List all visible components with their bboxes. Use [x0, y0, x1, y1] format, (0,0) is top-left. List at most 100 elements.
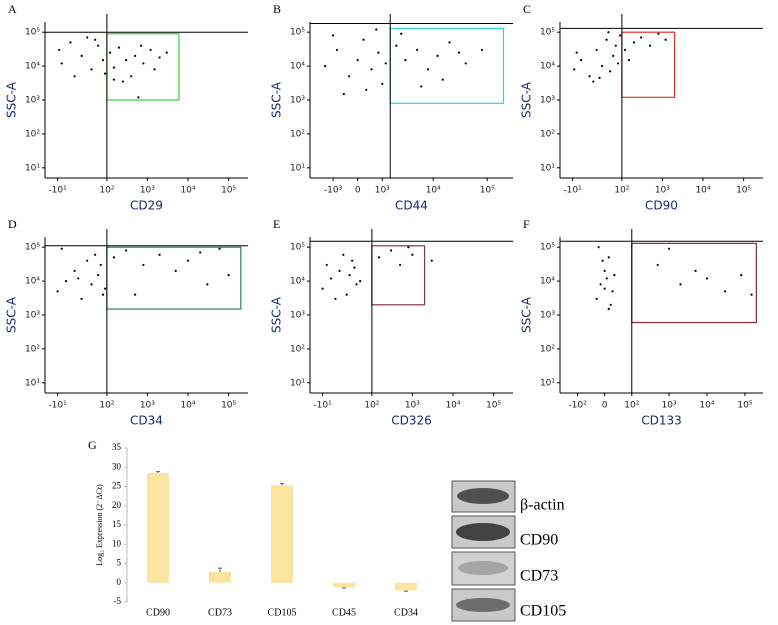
- blot-band: [457, 488, 509, 504]
- event-dot: [121, 80, 125, 83]
- event-dot: [618, 34, 622, 37]
- y-tick-label: 10⁵: [25, 243, 40, 253]
- event-dot: [345, 293, 348, 296]
- blot-label: β-actin: [520, 497, 565, 514]
- x-tick-label: 0: [355, 186, 361, 196]
- y-tick-label: 10⁵: [540, 28, 555, 38]
- event-dot: [347, 75, 351, 78]
- y-tick-label: 30: [112, 461, 122, 471]
- y-tick-label: 10²: [290, 129, 305, 139]
- event-dot: [60, 62, 63, 65]
- event-dot: [399, 263, 402, 267]
- blot-band: [456, 523, 510, 541]
- x-tick-label: 10⁵: [736, 186, 751, 196]
- event-dot: [73, 269, 76, 272]
- x-tick-label: 10³: [405, 401, 420, 411]
- bar: [271, 485, 293, 583]
- event-dot: [112, 78, 116, 81]
- x-axis-label: CD34: [130, 414, 163, 428]
- scatter-panel: D 10¹ 10² 10³ 10⁴ 10⁵ -10¹ 10² 10³ 10⁴ 10⁵ CD34 SSC-…: [5, 217, 248, 428]
- event-dot: [324, 65, 327, 68]
- y-axis-label: Log₂ Expression (2⁻ΔCt): [95, 484, 104, 566]
- blot-band: [456, 598, 510, 612]
- x-tick-label: -10¹: [313, 401, 332, 411]
- scatter-panel: C 10¹ 10² 10³ 10⁴ 10⁵ -10¹ 10² 10³ 10⁴ 10⁵ CD90 SSC-…: [520, 2, 763, 213]
- y-tick-label: 10³: [290, 96, 305, 106]
- event-dot: [101, 59, 105, 62]
- event-dot: [464, 62, 467, 65]
- panel-letter: C: [523, 2, 531, 16]
- bar: [209, 571, 231, 583]
- y-tick-label: 10²: [540, 129, 555, 139]
- event-dot: [377, 256, 381, 259]
- event-dot: [448, 41, 451, 44]
- event-dot: [356, 59, 359, 62]
- event-dot: [573, 68, 576, 71]
- event-dot: [430, 259, 433, 262]
- blot-label: CD90: [520, 532, 558, 549]
- y-tick-label: 10⁵: [25, 28, 40, 38]
- event-dot: [112, 66, 116, 69]
- event-dot: [627, 59, 631, 62]
- event-dot: [80, 297, 83, 300]
- event-dot: [365, 88, 368, 91]
- event-dot: [623, 48, 627, 52]
- event-dot: [139, 44, 143, 47]
- event-dot: [108, 51, 112, 54]
- panel-letter: F: [523, 217, 530, 231]
- x-tick-label: 10⁴: [445, 401, 460, 411]
- event-dot: [348, 274, 351, 277]
- y-tick-label: 5: [117, 558, 122, 568]
- event-dot: [77, 277, 80, 280]
- event-dot: [86, 259, 89, 262]
- y-axis-label: SSC-A: [520, 296, 534, 333]
- event-dot: [395, 44, 398, 47]
- event-dot: [603, 287, 606, 290]
- event-dot: [441, 78, 444, 81]
- x-tick-label: 10³: [375, 186, 390, 196]
- y-tick-label: 10¹: [540, 163, 555, 173]
- event-dot: [614, 44, 617, 47]
- event-dot: [125, 59, 128, 62]
- x-tick-label: 10⁵: [486, 401, 501, 411]
- event-dot: [353, 266, 356, 269]
- y-tick-label: 10²: [540, 344, 555, 354]
- event-dot: [599, 283, 602, 286]
- event-dot: [94, 253, 97, 256]
- event-dot: [359, 280, 362, 283]
- event-dot: [149, 48, 152, 52]
- y-tick-label: 10⁴: [290, 277, 305, 287]
- y-tick-label: 10³: [290, 311, 305, 321]
- y-tick-label: 10⁴: [540, 277, 555, 287]
- event-dot: [86, 36, 89, 39]
- x-axis-label: CD29: [130, 199, 163, 213]
- event-dot: [601, 65, 604, 68]
- x-tick-label: CD45: [332, 607, 356, 618]
- event-dot: [656, 263, 659, 267]
- y-tick-label: 10¹: [290, 163, 305, 173]
- bar: [333, 582, 355, 588]
- blot-band: [458, 561, 508, 575]
- x-axis-label: CD90: [645, 199, 678, 213]
- event-dot: [94, 38, 97, 41]
- event-dot: [69, 41, 72, 44]
- event-dot: [73, 75, 76, 78]
- event-dot: [342, 92, 345, 96]
- y-tick-label: 10⁵: [290, 243, 305, 253]
- y-tick-label: 10³: [25, 311, 40, 321]
- event-dot: [112, 256, 116, 259]
- x-tick-label: CD90: [146, 607, 170, 618]
- y-tick-label: 10⁴: [25, 62, 40, 72]
- panel-letter: A: [8, 2, 17, 16]
- x-axis-label: CD133: [641, 414, 682, 428]
- event-dot: [595, 48, 598, 52]
- x-tick-label: 10²: [624, 401, 639, 411]
- event-dot: [411, 253, 414, 256]
- gate: [621, 31, 676, 98]
- event-dot: [101, 293, 105, 296]
- y-tick-label: 10³: [540, 311, 555, 321]
- x-axis-label: CD326: [391, 414, 432, 428]
- event-dot: [603, 269, 606, 272]
- y-tick-label: 10¹: [290, 378, 305, 388]
